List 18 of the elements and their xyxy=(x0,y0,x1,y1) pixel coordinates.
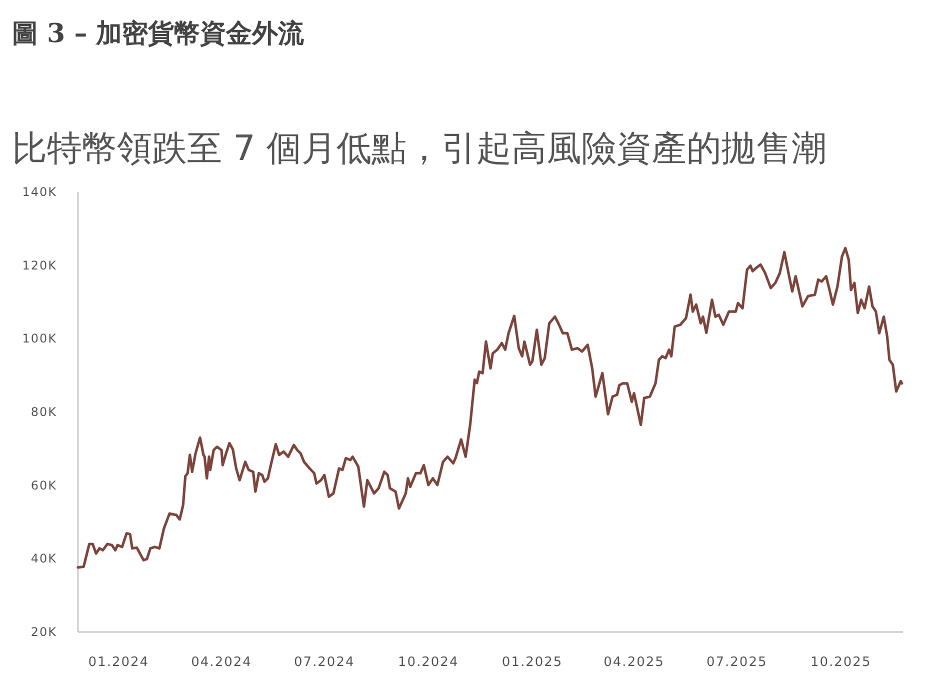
chart-subtitle: 比特幣領跌至 7 個月低點，引起高風險資產的拋售潮 xyxy=(12,129,827,169)
x-tick-label: 04.2025 xyxy=(604,655,664,670)
x-tick-label: 07.2025 xyxy=(706,655,768,670)
x-tick-label: 01.2025 xyxy=(502,655,563,670)
x-tick-label: 10.2024 xyxy=(398,655,459,670)
x-tick-label: 01.2024 xyxy=(88,655,150,670)
x-tick-label: 10.2025 xyxy=(810,655,872,670)
x-tick-label: 04.2024 xyxy=(191,655,252,670)
y-tick-label: 40K xyxy=(30,552,58,566)
y-tick-label: 140K xyxy=(22,185,58,199)
y-tick-label: 120K xyxy=(22,258,58,272)
chart-title: 圖 3 – 加密貨幣資金外流 xyxy=(12,19,306,49)
y-tick-label: 60K xyxy=(30,478,58,492)
y-tick-label: 20K xyxy=(30,625,58,639)
y-tick-label: 80K xyxy=(30,405,58,419)
y-tick-label: 100K xyxy=(22,332,58,346)
x-tick-label: 07.2024 xyxy=(294,655,355,670)
line-series xyxy=(76,246,904,569)
